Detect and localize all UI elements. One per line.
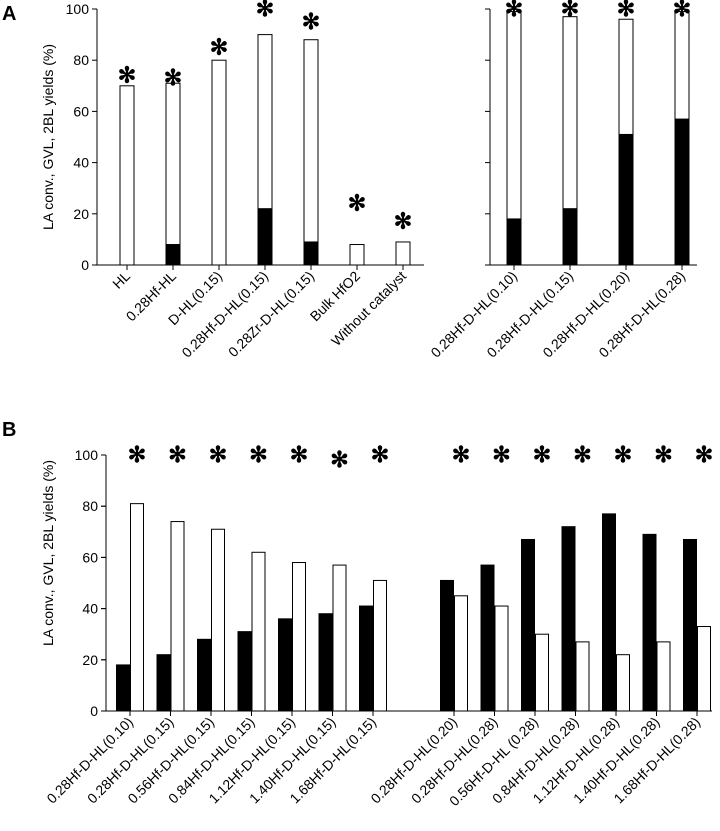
panel-a-letter: A bbox=[2, 3, 16, 25]
panel-b-bar-gvl-1-5 bbox=[278, 618, 292, 712]
panel-a-bar-gvl-1-5 bbox=[303, 241, 319, 266]
panel-a-group-2: ✻0.28Hf-D-HL(0.10)✻0.28Hf-D-HL(0.15)✻0.2… bbox=[427, 0, 697, 361]
panel-b-bar-gvl-2-6 bbox=[642, 533, 657, 712]
panel-b-bar-2bl-1-1 bbox=[130, 503, 144, 712]
panel-a-y-tick-label-0: 0 bbox=[81, 257, 89, 273]
panel-b-y-tick-label-0: 0 bbox=[90, 703, 98, 719]
panel-b-bar-2bl-2-5 bbox=[616, 654, 630, 712]
panel-b-conversion-marker-2-2: ✻ bbox=[492, 442, 510, 467]
panel-a-bar-2bl-1-2 bbox=[165, 82, 181, 246]
panel-b-bar-gvl-1-2 bbox=[156, 654, 171, 712]
panel-a-conversion-marker-1-5: ✻ bbox=[302, 9, 320, 34]
panel-b-y-tick-label-80: 80 bbox=[82, 498, 98, 514]
panel-b-bar-gvl-2-1 bbox=[440, 579, 454, 712]
panel-a-conversion-marker-1-7: ✻ bbox=[394, 208, 412, 233]
panel-b-conversion-marker-1-7: ✻ bbox=[371, 442, 389, 467]
panel-a-y-tick-label-40: 40 bbox=[73, 155, 89, 171]
panel-b-bar-2bl-1-7 bbox=[373, 579, 387, 712]
panel-a-conversion-marker-2-2: ✻ bbox=[561, 0, 579, 21]
panel-b-bar-2bl-1-4 bbox=[251, 551, 266, 712]
panel-a-bar-gvl-1-2 bbox=[165, 244, 181, 266]
panel-b-y-tick-label-60: 60 bbox=[82, 549, 98, 565]
panel-b-bar-2bl-1-2 bbox=[170, 521, 185, 712]
panel-b-bar-2bl-2-4 bbox=[575, 641, 590, 712]
panel-a-bar-2bl-1-1 bbox=[119, 85, 135, 266]
panel-a-category-label-1-4: 0.28Hf-D-HL(0.15) bbox=[178, 268, 271, 361]
panel-a-chart: A LA conv., GVL, 2BL yields (%) 0 20 40 60 8… bbox=[2, 0, 697, 361]
panel-a-bar-2bl-1-3 bbox=[211, 59, 227, 266]
panel-b-y-tick-label-20: 20 bbox=[82, 652, 98, 668]
panel-b-bar-2bl-2-3 bbox=[535, 633, 549, 712]
panel-a-bar-2bl-1-5 bbox=[303, 39, 319, 243]
panel-a-y-axis-title: LA conv., GVL, 2BL yields (%) bbox=[40, 44, 56, 230]
panel-a-y-tick-label-100: 100 bbox=[66, 1, 90, 17]
panel-a-conversion-marker-2-3: ✻ bbox=[617, 0, 635, 21]
panel-a-conversion-marker-1-1: ✻ bbox=[118, 63, 136, 88]
panel-b-bar-gvl-1-1 bbox=[116, 664, 130, 712]
panel-b-conversion-marker-1-3: ✻ bbox=[209, 442, 227, 467]
panel-b-conversion-marker-1-6: ✻ bbox=[330, 447, 348, 472]
panel-b-bar-gvl-2-3 bbox=[521, 538, 535, 712]
panel-b-conversion-marker-1-1: ✻ bbox=[128, 442, 146, 467]
panel-b-bar-2bl-1-6 bbox=[332, 564, 347, 712]
panel-b-bar-2bl-2-2 bbox=[494, 605, 509, 712]
panel-a-bar-2bl-2-1 bbox=[506, 11, 522, 220]
panel-b-conversion-marker-2-4: ✻ bbox=[573, 442, 591, 467]
panel-b-bar-gvl-1-3 bbox=[197, 638, 211, 712]
panel-b-conversion-marker-1-2: ✻ bbox=[168, 442, 186, 467]
panel-b-y-tick-label-100: 100 bbox=[75, 447, 99, 463]
panel-b-conversion-marker-2-5: ✻ bbox=[614, 442, 632, 467]
panel-b-conversion-marker-2-1: ✻ bbox=[452, 442, 470, 467]
panel-b-chart: B LA conv., GVL, 2BL yields (%) 0 20 40 60 8… bbox=[2, 419, 713, 809]
panel-a-y-tick-label-80: 80 bbox=[73, 52, 89, 68]
panel-b-bar-gvl-2-2 bbox=[480, 564, 495, 712]
panel-a-conversion-marker-1-2: ✻ bbox=[164, 65, 182, 90]
panel-b-bar-gvl-1-6 bbox=[318, 613, 333, 712]
panel-b-y-tick-label-40: 40 bbox=[82, 601, 98, 617]
panel-a-bar-gvl-2-4 bbox=[674, 118, 690, 266]
panel-b-conversion-marker-1-4: ✻ bbox=[249, 442, 267, 467]
panel-b-letter: B bbox=[2, 419, 16, 441]
panel-a-bar-2bl-2-4 bbox=[674, 11, 690, 120]
panel-b-bar-2bl-1-5 bbox=[292, 562, 306, 712]
panel-a-group-1: 020406080100✻HL✻0.28Hf-HL✻D-HL(0.15)✻0.2… bbox=[66, 0, 424, 361]
panel-a-bar-2bl-1-4 bbox=[257, 34, 273, 210]
panel-a-bar-2bl-1-6 bbox=[349, 244, 365, 266]
panel-a-conversion-marker-1-3: ✻ bbox=[210, 34, 228, 59]
panel-b-bar-2bl-2-7 bbox=[697, 626, 711, 712]
panel-b-y-axis-title: LA conv., GVL, 2BL yields (%) bbox=[40, 460, 56, 646]
panel-a-plot-area: 020406080100✻HL✻0.28Hf-HL✻D-HL(0.15)✻0.2… bbox=[66, 0, 697, 361]
panel-a-bar-gvl-1-4 bbox=[257, 208, 273, 266]
panel-b-bar-gvl-1-4 bbox=[237, 631, 252, 712]
panel-a-y-tick-label-20: 20 bbox=[73, 206, 89, 222]
panel-b-bar-gvl-1-7 bbox=[359, 605, 373, 712]
panel-a-category-label-1-5: 0.28Zr-D-HL(0.15) bbox=[225, 268, 317, 360]
panel-a-conversion-marker-2-1: ✻ bbox=[505, 0, 523, 21]
panel-b-bar-2bl-2-6 bbox=[656, 641, 671, 712]
panel-a-conversion-marker-2-4: ✻ bbox=[673, 0, 691, 21]
panel-b-conversion-marker-2-7: ✻ bbox=[695, 442, 713, 467]
panel-b-bar-gvl-2-4 bbox=[561, 526, 576, 712]
panel-a-conversion-marker-1-6: ✻ bbox=[348, 191, 366, 216]
panel-a-conversion-marker-1-4: ✻ bbox=[256, 0, 274, 21]
panel-b-conversion-marker-2-6: ✻ bbox=[654, 442, 672, 467]
panel-b-bar-gvl-2-5 bbox=[602, 513, 616, 712]
panel-b-conversion-marker-2-3: ✻ bbox=[533, 442, 551, 467]
panel-b-bar-2bl-1-3 bbox=[211, 528, 225, 712]
panel-a-category-label-1-1: HL bbox=[109, 268, 133, 292]
panel-b-conversion-marker-1-5: ✻ bbox=[290, 442, 308, 467]
panel-a-bar-2bl-1-7 bbox=[395, 241, 411, 266]
panel-b-bar-2bl-2-1 bbox=[454, 595, 468, 712]
panel-a-bar-gvl-2-2 bbox=[562, 208, 578, 266]
panel-a-y-tick-label-60: 60 bbox=[73, 103, 89, 119]
panel-a-bar-2bl-2-3 bbox=[618, 18, 634, 135]
panel-a-bar-gvl-2-3 bbox=[618, 133, 634, 266]
panel-b-bar-gvl-2-7 bbox=[683, 538, 697, 712]
panel-b-group-2: ✻0.28Hf-D-HL(0.20)✻0.28Hf-D-HL(0.28)✻0.5… bbox=[101, 442, 713, 809]
panel-a-bar-gvl-2-1 bbox=[506, 218, 522, 266]
panel-a-bar-2bl-2-2 bbox=[562, 16, 578, 210]
